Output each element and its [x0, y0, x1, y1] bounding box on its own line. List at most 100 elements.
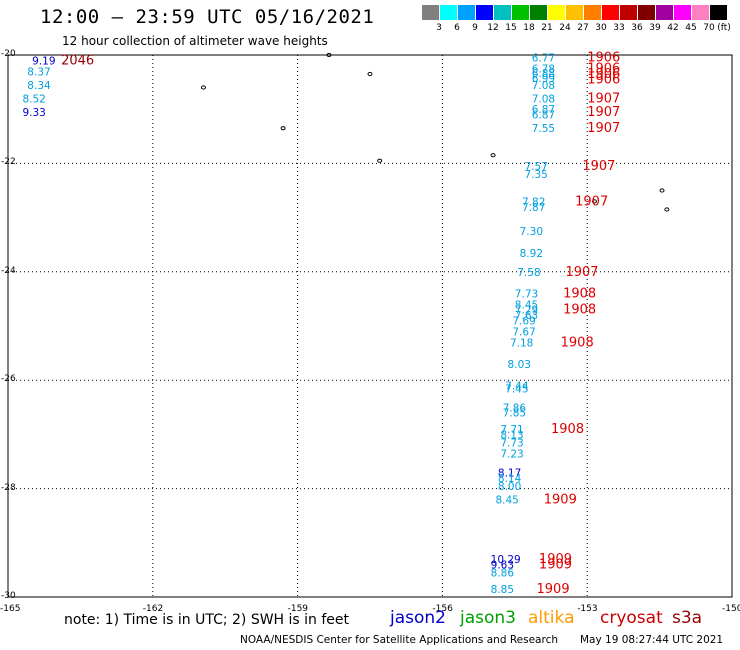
wave-height-label: 7.35 — [524, 169, 547, 181]
wave-height-label: 6.99 — [532, 73, 555, 85]
time-label: 1908 — [561, 335, 594, 350]
satellite-altika: altika — [528, 608, 575, 628]
time-label: 1909 — [539, 552, 572, 567]
satellite-jason3: jason3 — [460, 608, 516, 628]
time-label: 1907 — [587, 121, 620, 136]
time-label: 1906 — [587, 72, 620, 87]
scale-swatch — [566, 5, 583, 20]
lat-label: -20 — [1, 49, 16, 59]
wave-height-label: 8.17 — [498, 467, 521, 479]
wave-height-label: 7.08 — [532, 93, 555, 105]
map-grid — [7, 54, 733, 598]
wave-height-label: 7.23 — [500, 448, 523, 460]
scale-label: 42 — [667, 23, 679, 33]
scale-label: 3 — [436, 23, 442, 33]
lat-label: -22 — [1, 157, 16, 168]
wave-height-label: 8.00 — [498, 481, 521, 493]
time-label: 1907 — [582, 159, 615, 174]
scale-label: 6 — [454, 23, 460, 33]
scale-label: 33 — [613, 23, 625, 33]
wave-height-label: 8.13 — [500, 429, 523, 441]
island-outline — [280, 126, 286, 131]
scale-label: 24 — [559, 23, 571, 33]
wave-height-label: 7.63 — [515, 310, 538, 322]
scale-label: (ft) — [717, 23, 731, 33]
time-label: 1906 — [587, 51, 620, 66]
wave-height-label: 7.29 — [515, 305, 538, 317]
scale-label: 30 — [595, 23, 607, 33]
scale-label: 18 — [523, 23, 535, 33]
wave-height-label: 8.34 — [27, 80, 51, 92]
island-outline — [377, 158, 383, 163]
scale-swatch — [512, 5, 529, 20]
scale-swatch — [440, 5, 457, 20]
lon-label: -150 — [722, 604, 740, 614]
wave-height-label: 7.18 — [510, 337, 533, 349]
wave-height-label: 7.44 — [505, 381, 529, 393]
wave-height-label: 7.85 — [503, 408, 526, 420]
wave-height-label: 7.55 — [532, 123, 555, 135]
wave-height-label: 9.63 — [491, 559, 514, 571]
time-label: 1909 — [539, 557, 572, 572]
scale-swatch — [584, 5, 601, 20]
island-outline — [326, 52, 332, 58]
scale-label: 45 — [685, 23, 697, 33]
wave-height-label: 7.30 — [520, 226, 543, 238]
scale-swatch — [548, 5, 565, 20]
time-label: 1908 — [551, 422, 584, 437]
island-outline — [490, 153, 496, 158]
scale-swatch — [530, 5, 547, 20]
wave-height-label: 7.73 — [500, 438, 523, 450]
time-label: 1909 — [537, 582, 570, 597]
wave-height-label: 7.58 — [517, 267, 540, 279]
scale-swatch — [710, 5, 727, 20]
lat-label: -30 — [1, 591, 16, 601]
wave-height-label: 7.57 — [524, 161, 547, 173]
scale-swatch — [476, 5, 493, 20]
wave-height-label: 8.37 — [27, 66, 50, 78]
time-label: 1906 — [587, 67, 620, 82]
scale-label: 15 — [505, 23, 517, 33]
lat-label: -26 — [1, 374, 16, 385]
wave-height-label: 8.85 — [491, 584, 514, 596]
scale-swatch — [458, 5, 475, 20]
wave-height-label: 8.45 — [515, 299, 538, 311]
time-label: 1906 — [587, 62, 620, 77]
scale-swatch — [692, 5, 709, 20]
satellite-s3a: s3a — [672, 608, 703, 628]
page-title: 12:00 — 23:59 UTC 05/16/2021 — [40, 6, 375, 28]
wave-height-label: 10.29 — [491, 554, 521, 566]
scale-label: 70 — [703, 23, 715, 33]
map-frame — [7, 54, 733, 598]
wave-height-label: 6.87 — [532, 110, 555, 122]
scale-swatch — [620, 5, 637, 20]
wave-height-label: 6.88 — [532, 68, 555, 80]
scale-label: 36 — [631, 23, 643, 33]
wave-height-label: 7.82 — [522, 196, 545, 208]
time-label: 1907 — [575, 194, 608, 209]
lon-label: -165 — [0, 604, 21, 614]
island-outline — [200, 85, 206, 90]
scale-swatch — [494, 5, 511, 20]
scale-label: 21 — [541, 23, 553, 33]
time-label: 1907 — [587, 91, 620, 106]
wave-height-label: 8.14 — [498, 473, 522, 485]
wave-height-label: 7.08 — [532, 80, 555, 92]
wave-height-label: 6.77 — [532, 53, 555, 65]
wave-height-label: 6.87 — [532, 104, 555, 116]
scale-swatch — [656, 5, 673, 20]
wave-height-label: 8.52 — [22, 93, 45, 105]
scale-swatch — [638, 5, 655, 20]
lat-label: -28 — [1, 482, 16, 493]
wave-height-label: 6.78 — [532, 64, 555, 76]
lat-label: -24 — [1, 265, 16, 276]
scale-label: 39 — [649, 23, 661, 33]
wave-height-label: 8.45 — [495, 494, 518, 506]
observations-layer: 9.198.37 8.348.52 9.33 2046 6.776.786.886.99… — [22, 51, 620, 597]
time-label: 2046 — [61, 53, 94, 68]
footer-note: note: 1) Time is in UTC; 2) SWH is in fe… — [64, 612, 350, 628]
time-label: 1907 — [587, 105, 620, 120]
scale-swatch — [602, 5, 619, 20]
lon-label: -153 — [577, 604, 598, 614]
